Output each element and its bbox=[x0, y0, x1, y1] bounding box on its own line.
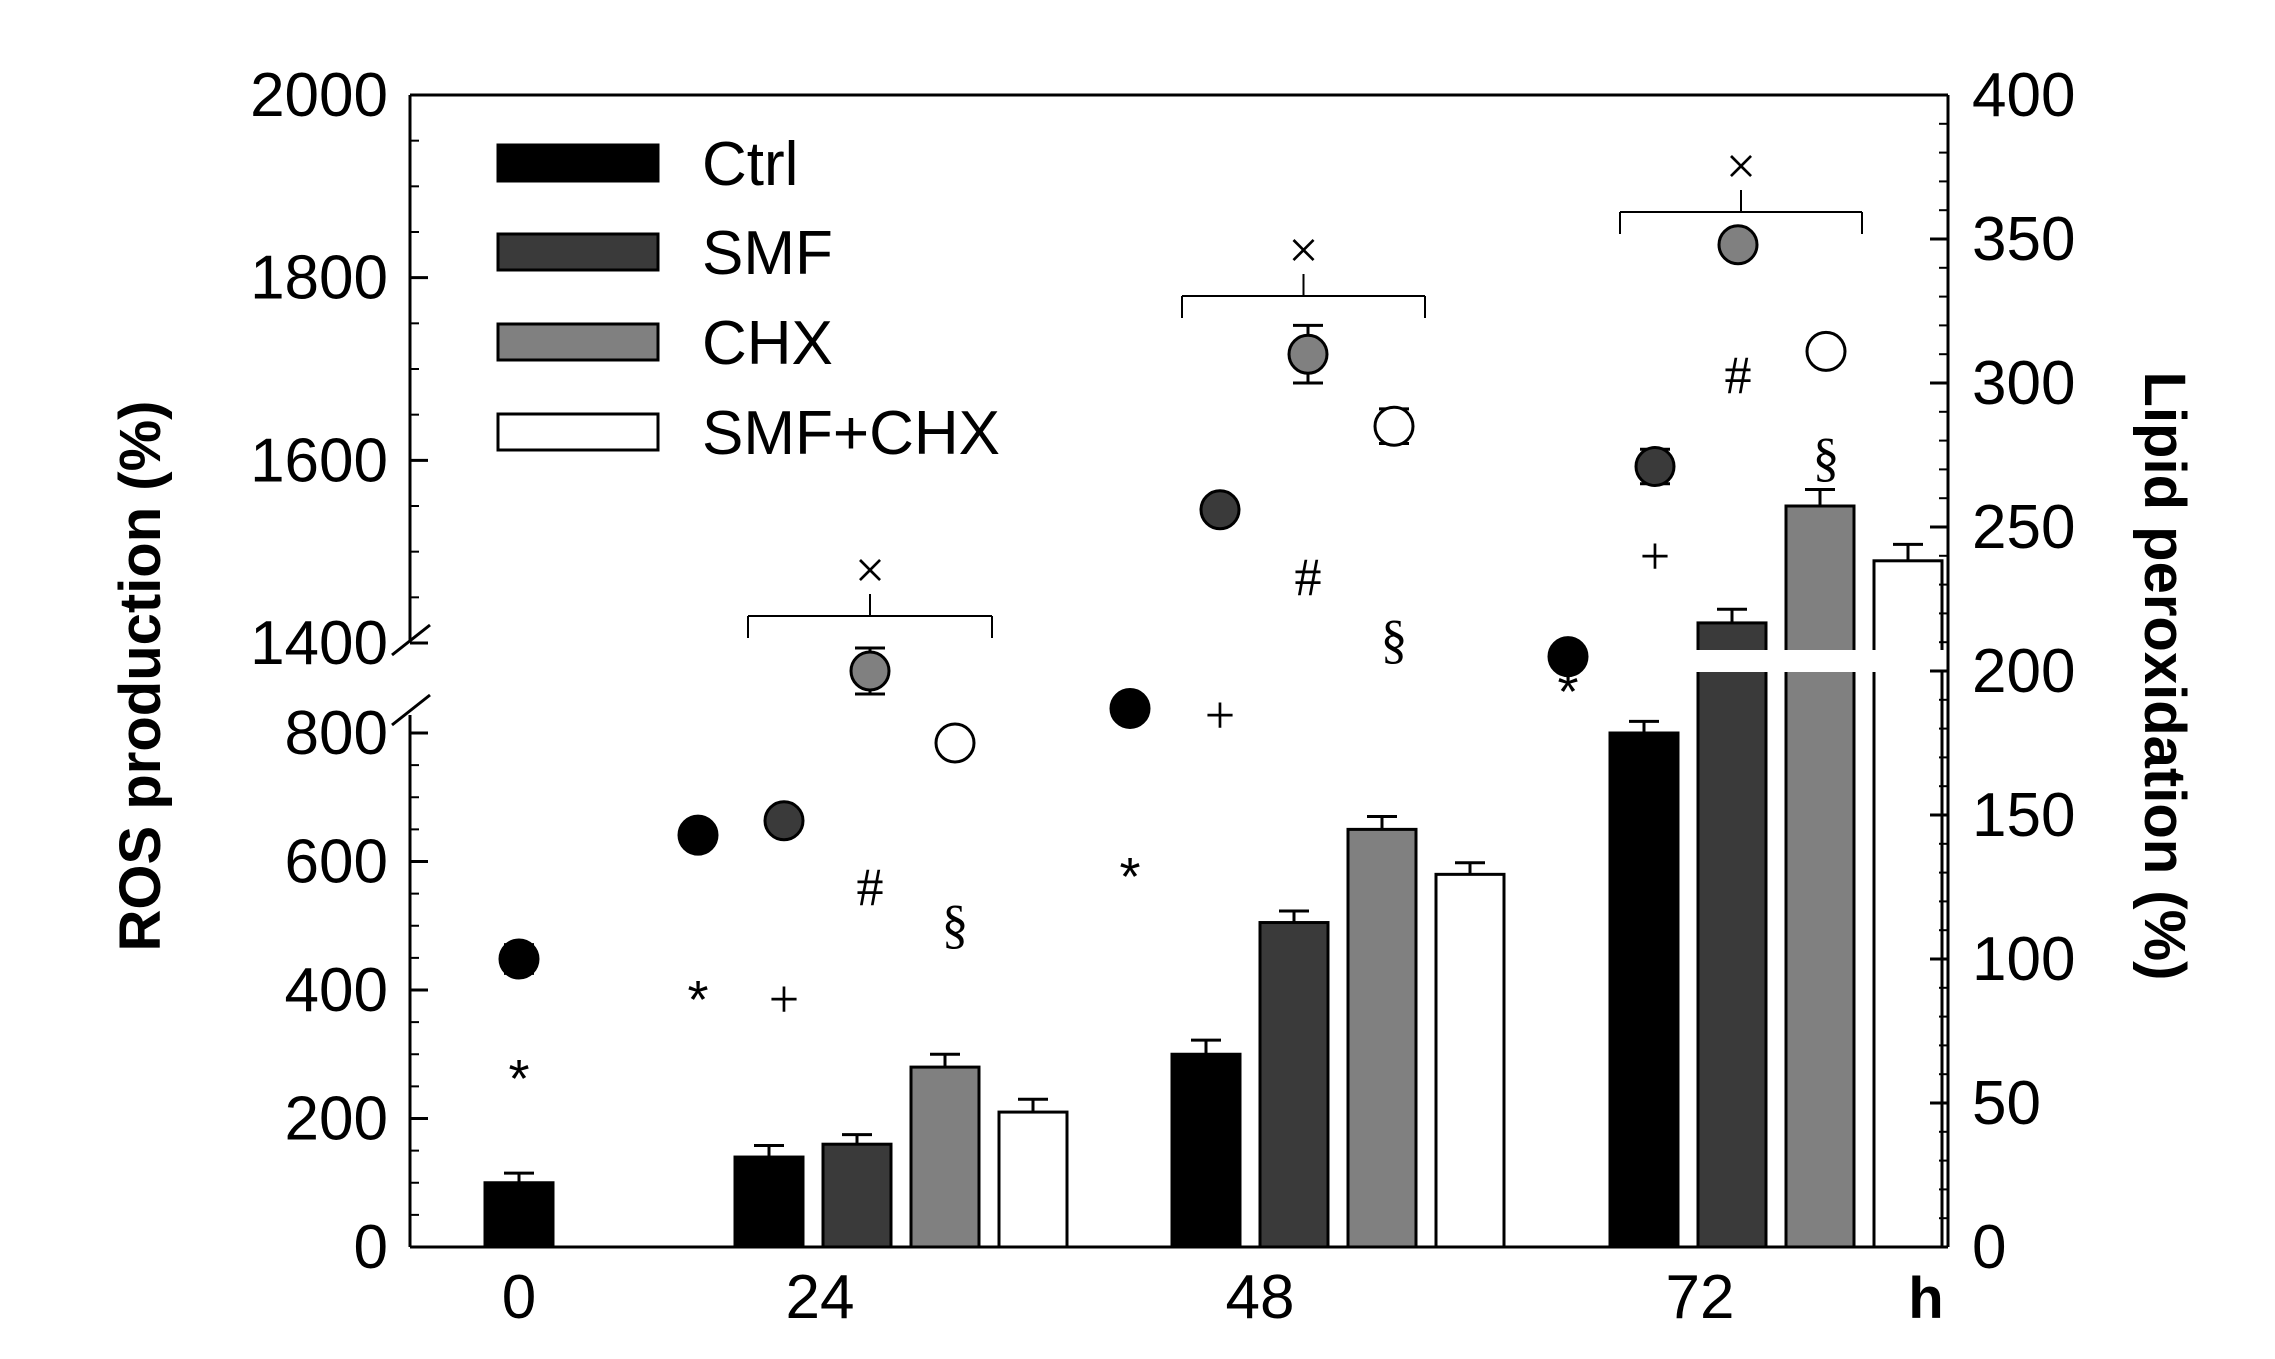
bar-smf-72 bbox=[1696, 621, 1768, 1249]
legend-label-ctrl: Ctrl bbox=[702, 130, 798, 199]
y-right-tick-label: 350 bbox=[1972, 205, 2075, 274]
points-layer bbox=[498, 224, 1847, 980]
y-left-tick-label: 1600 bbox=[250, 426, 388, 495]
axis-break-mark bbox=[391, 693, 431, 727]
point-smf-chx-72 bbox=[1805, 330, 1847, 372]
point-smf-chx-48 bbox=[1373, 405, 1415, 447]
y-right-tick-label: 0 bbox=[1972, 1213, 2006, 1282]
bar-ctrl-48 bbox=[1170, 1052, 1242, 1249]
sig-plus-48: + bbox=[1205, 685, 1235, 745]
bar-smf-chx-24 bbox=[997, 1110, 1069, 1249]
y-right-tick-label: 50 bbox=[1972, 1069, 2041, 1138]
legend-label-smf: SMF bbox=[702, 219, 833, 288]
point-ctrl-24 bbox=[677, 814, 719, 856]
sig-plus-24: + bbox=[769, 969, 799, 1029]
y-right-tick-label: 300 bbox=[1972, 349, 2075, 418]
x-tick-label-48: 48 bbox=[1226, 1263, 1295, 1332]
x-axis-unit: h bbox=[1908, 1266, 1943, 1331]
y-right-tick-label: 150 bbox=[1972, 781, 2075, 850]
point-chx-48 bbox=[1287, 333, 1329, 375]
sig-section-24: § bbox=[942, 894, 969, 954]
point-ctrl-72 bbox=[1547, 636, 1589, 678]
y-left-tick-label: 200 bbox=[285, 1085, 388, 1154]
sig-plus-72: + bbox=[1640, 526, 1670, 586]
x-tick-label-24: 24 bbox=[786, 1263, 855, 1332]
point-smf-72 bbox=[1634, 446, 1676, 488]
sig-hash-72: # bbox=[1725, 345, 1752, 405]
bar-ctrl-72 bbox=[1608, 731, 1680, 1249]
y-right-tick-label: 250 bbox=[1972, 493, 2075, 562]
annotations-layer: * * + # § * + # § * + # § × × × bbox=[508, 136, 1863, 1109]
axis-break-mark bbox=[391, 623, 431, 657]
bracket-48-times: × bbox=[1288, 220, 1318, 280]
y-right-tick-label: 200 bbox=[1972, 637, 2075, 706]
bar-chx-24 bbox=[909, 1065, 981, 1249]
bar-smf-48 bbox=[1258, 921, 1330, 1249]
y-right-tick-label: 400 bbox=[1972, 61, 2075, 130]
legend-swatch-smf bbox=[496, 232, 660, 272]
bar-ctrl-24 bbox=[733, 1155, 805, 1249]
bar-smf-chx-72 bbox=[1872, 559, 1944, 1249]
bar-smf-chx-48 bbox=[1434, 872, 1506, 1249]
legend-label-smf-chx: SMF+CHX bbox=[702, 399, 1000, 468]
point-chx-72 bbox=[1717, 224, 1759, 266]
bars-layer bbox=[412, 488, 1946, 1249]
point-chx-24 bbox=[849, 650, 891, 692]
y-left-tick-label: 600 bbox=[285, 828, 388, 897]
point-ctrl-0 bbox=[498, 938, 540, 980]
sig-star-72: * bbox=[1557, 662, 1578, 722]
point-smf-chx-24 bbox=[934, 722, 976, 764]
y-left-tick-label: 2000 bbox=[250, 61, 388, 130]
y-left-tick-label: 1800 bbox=[250, 244, 388, 313]
bracket-72-times: × bbox=[1726, 136, 1756, 196]
legend-swatch-smf-chx bbox=[496, 412, 660, 452]
y-left-tick-label: 400 bbox=[285, 956, 388, 1025]
sig-hash-24: # bbox=[857, 857, 884, 917]
point-smf-48 bbox=[1199, 489, 1241, 531]
axis-break-band bbox=[412, 650, 1946, 672]
sig-section-48: § bbox=[1381, 609, 1408, 669]
x-tick-label-0: 0 bbox=[502, 1263, 536, 1332]
bar-chx-48 bbox=[1346, 827, 1418, 1249]
sig-star-24: * bbox=[687, 970, 708, 1030]
point-smf-24 bbox=[763, 800, 805, 842]
y-axis-right-title: Lipid peroxidation (%) bbox=[2132, 372, 2197, 981]
y-axis-left-title: ROS production (%) bbox=[108, 401, 173, 952]
y-right-tick-label: 100 bbox=[1972, 925, 2075, 994]
bar-ctrl-0 bbox=[483, 1181, 555, 1249]
bar-chx-72 bbox=[1784, 504, 1856, 1249]
y-left-tick-label: 0 bbox=[354, 1213, 388, 1282]
bracket-24-times: × bbox=[855, 540, 885, 600]
legend: Ctrl SMF CHX SMF+CHX bbox=[496, 130, 1000, 468]
axes-layer: 0200400600800140016001800200005010015020… bbox=[250, 61, 2075, 1332]
sig-star-0: * bbox=[508, 1049, 529, 1109]
legend-label-chx: CHX bbox=[702, 309, 833, 378]
x-tick-label-72: 72 bbox=[1666, 1263, 1735, 1332]
sig-section-72: § bbox=[1813, 427, 1840, 487]
legend-swatch-chx bbox=[496, 322, 660, 362]
sig-star-48: * bbox=[1119, 847, 1140, 907]
bar-smf-24 bbox=[821, 1142, 893, 1249]
legend-swatch-ctrl bbox=[496, 143, 660, 183]
y-left-tick-label: 800 bbox=[285, 699, 388, 768]
y-left-tick-label: 1400 bbox=[250, 609, 388, 678]
point-ctrl-48 bbox=[1109, 687, 1151, 729]
sig-hash-48: # bbox=[1295, 547, 1322, 607]
